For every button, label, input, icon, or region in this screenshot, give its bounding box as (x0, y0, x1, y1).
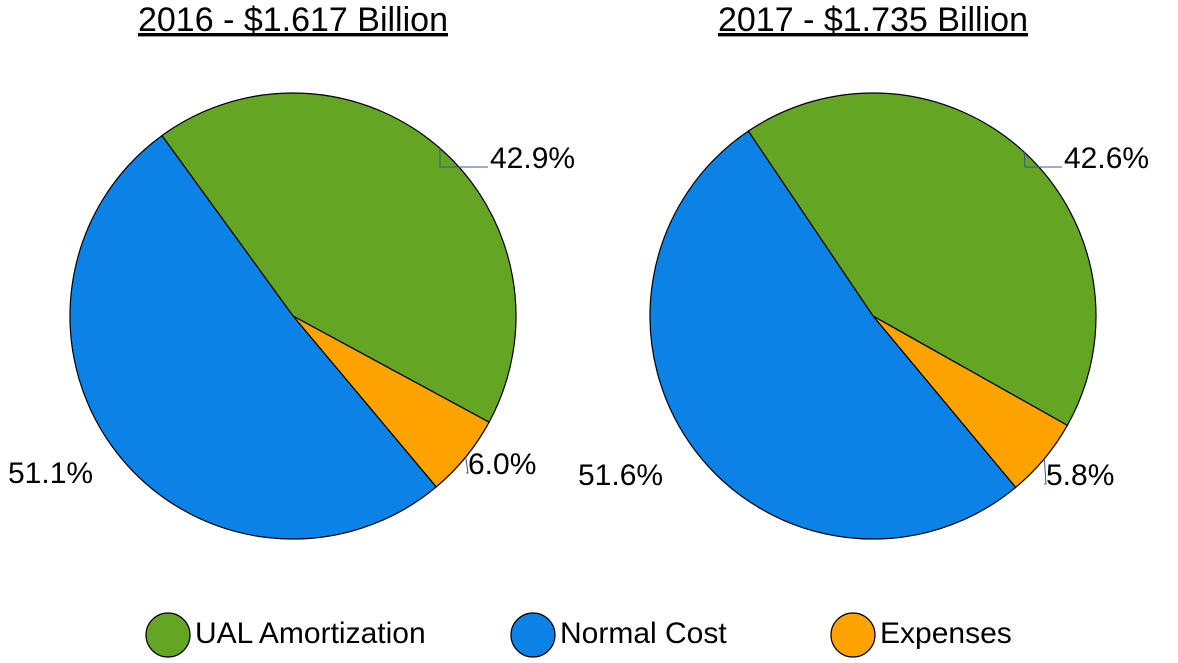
legend-swatch (510, 612, 556, 658)
legend-label: Expenses (880, 617, 1012, 650)
data-label: 51.6% (578, 459, 663, 492)
leader-line (1043, 458, 1047, 485)
legend-label: Normal Cost (560, 617, 727, 650)
data-label: 42.6% (1064, 142, 1149, 175)
pie-slice (747, 92, 1097, 427)
legend-label: UAL Amortization (195, 617, 426, 650)
pie-slice (649, 130, 1017, 540)
chart-title: 2016 - $1.617 Billion (138, 1, 448, 39)
leader-line (465, 456, 469, 474)
data-label: 42.9% (490, 142, 575, 175)
leader-line (1023, 152, 1062, 168)
legend-swatch (145, 612, 191, 658)
data-label: 5.8% (1046, 459, 1114, 492)
data-label: 51.1% (8, 457, 93, 490)
data-label: 6.0% (468, 448, 536, 481)
chart-title: 2017 - $1.735 Billion (718, 1, 1028, 39)
legend-swatch (830, 612, 876, 658)
leader-line (439, 148, 488, 168)
pie-slice (69, 134, 438, 540)
